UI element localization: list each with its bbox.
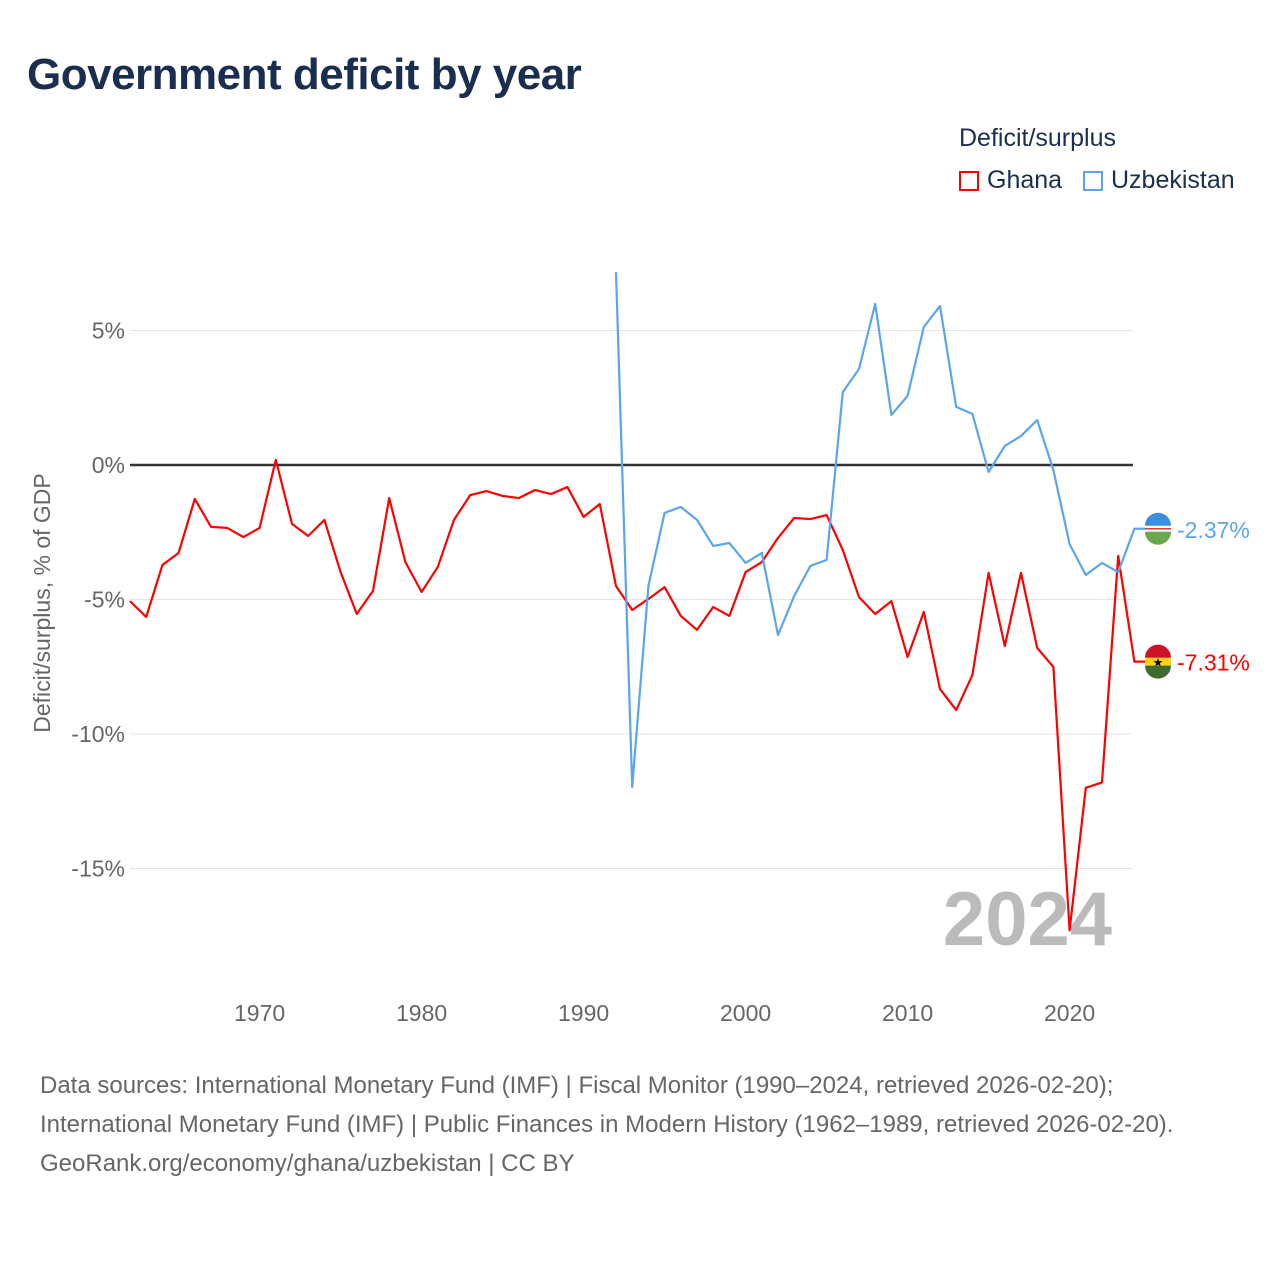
- data-sources: Data sources: International Monetary Fun…: [40, 1072, 1174, 1138]
- x-tick-label: 2020: [1044, 1000, 1095, 1026]
- x-tick-label: 1980: [396, 1000, 447, 1026]
- flag-band: [1145, 531, 1171, 545]
- year-watermark: 2024: [943, 877, 1112, 962]
- y-tick-label: 5%: [92, 318, 125, 344]
- end-value-label: -7.31%: [1177, 650, 1250, 676]
- series-line-ghana: [129, 458, 1150, 932]
- y-tick-label: 0%: [92, 452, 125, 478]
- legend-item-ghana[interactable]: Ghana: [959, 166, 1062, 195]
- flag-band: [1145, 665, 1171, 679]
- y-axis-label: Deficit/surplus, % of GDP: [29, 473, 55, 732]
- flag-band: [1145, 644, 1171, 658]
- legend-label: Uzbekistan: [1111, 166, 1235, 194]
- x-tick-label: 2000: [720, 1000, 771, 1026]
- credit[interactable]: GeoRank.org/economy/ghana/uzbekistan | C…: [40, 1150, 575, 1177]
- x-tick-label: 1970: [234, 1000, 285, 1026]
- legend-item-uzbekistan[interactable]: Uzbekistan: [1083, 166, 1235, 195]
- flag-band: [1145, 512, 1171, 526]
- legend-swatch-ghana: [959, 170, 979, 191]
- y-tick-label: -15%: [71, 856, 125, 882]
- footer: Data sources: International Monetary Fun…: [40, 1066, 1240, 1183]
- y-tick-label: -5%: [84, 587, 125, 613]
- legend-swatch-uzbekistan: [1083, 170, 1103, 191]
- x-tick-label: 2010: [882, 1000, 933, 1026]
- y-tick-label: -10%: [71, 721, 125, 747]
- series-line-uzbekistan: [614, 272, 1150, 789]
- chart-title: Government deficit by year: [27, 50, 582, 99]
- legend-label: Ghana: [987, 166, 1063, 194]
- plot-area: 5% 0% -5% -10% -15% 1970 1980 1990 2000 2010 2020 D…: [29, 272, 1250, 1026]
- x-tick-label: 1990: [558, 1000, 609, 1026]
- end-value-label: -2.37%: [1177, 517, 1250, 543]
- legend-title: Deficit/surplus: [959, 124, 1116, 152]
- star-icon: ★: [1153, 656, 1164, 670]
